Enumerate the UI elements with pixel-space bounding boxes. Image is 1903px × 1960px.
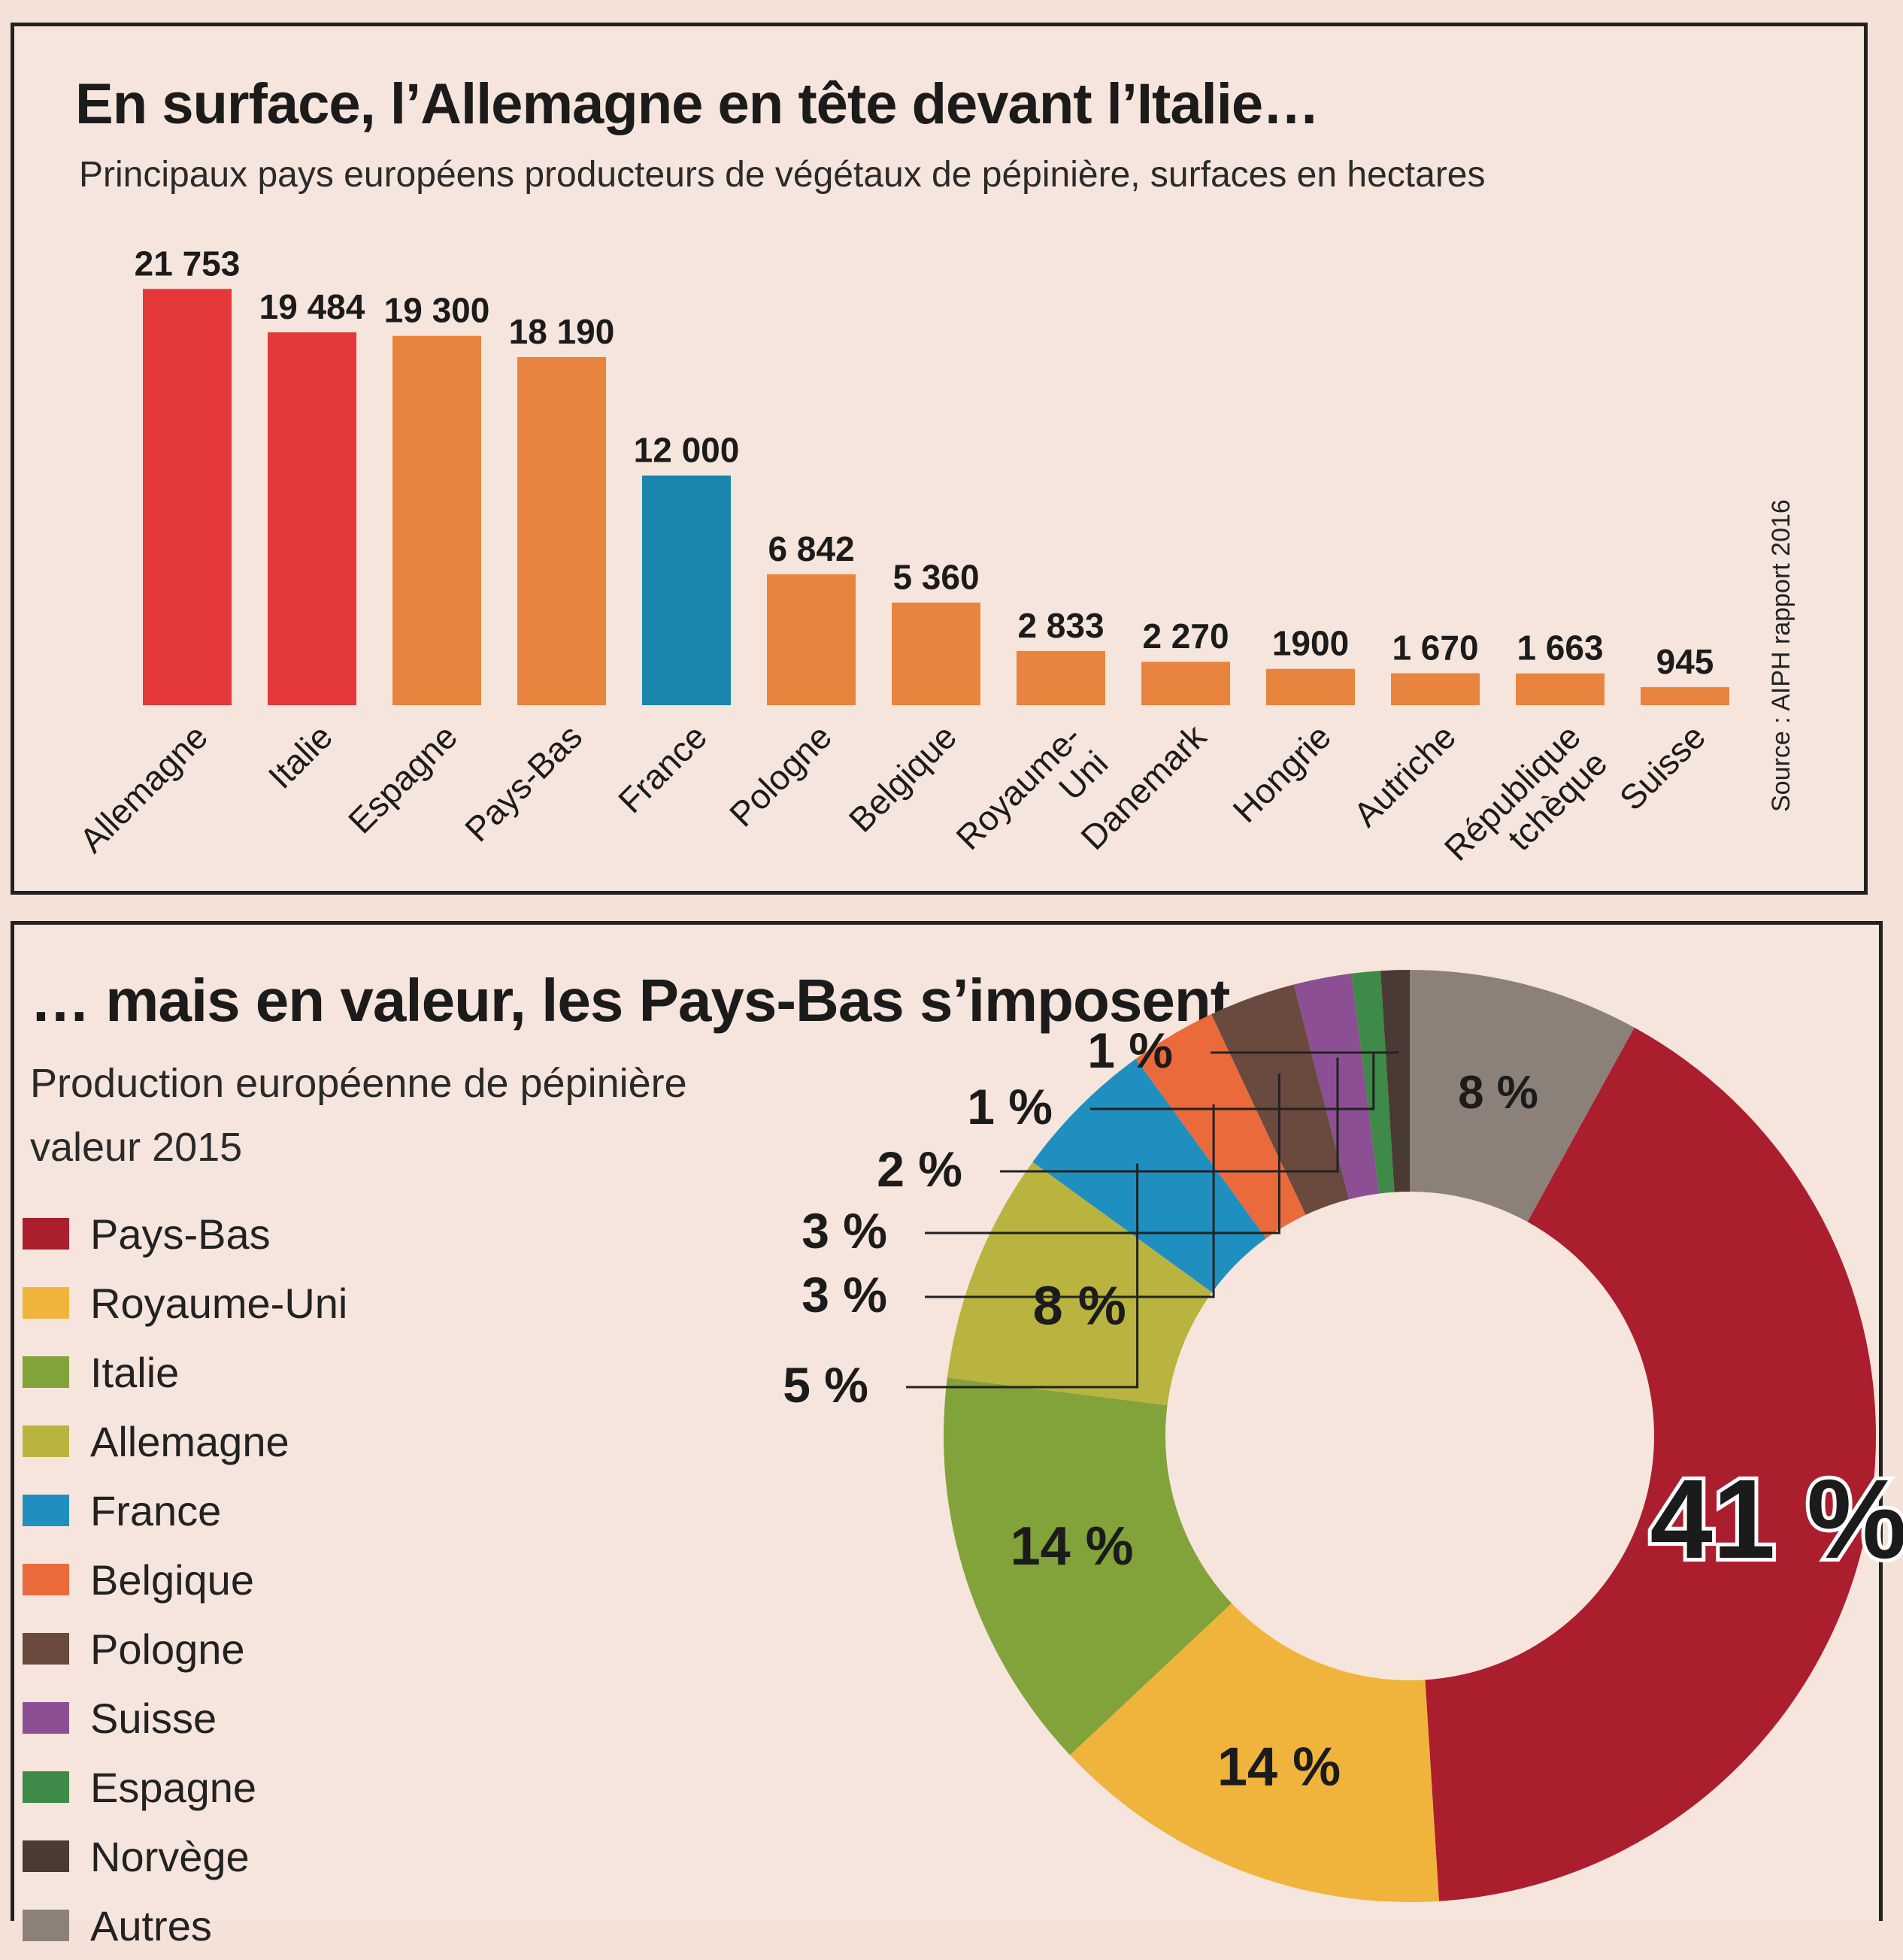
donut-slice-italie bbox=[944, 1377, 1232, 1756]
legend-swatch bbox=[23, 1495, 69, 1526]
legend-label: Italie bbox=[90, 1348, 180, 1396]
donut-value-label: 41 % bbox=[1650, 1456, 1903, 1582]
bar-pays-bas bbox=[517, 356, 606, 705]
bar-value-label: 12 000 bbox=[634, 431, 740, 470]
donut-slice-norvege bbox=[1380, 970, 1410, 1192]
legend-label: Belgique bbox=[90, 1556, 254, 1604]
donut-slice-royaume-uni bbox=[1070, 1603, 1439, 1902]
bar-value-label: 5 360 bbox=[892, 558, 979, 597]
leader-line bbox=[906, 1163, 1139, 1389]
donut-value-label: 8 % bbox=[1033, 1276, 1126, 1336]
legend-swatch bbox=[23, 1356, 69, 1388]
donut-slice-allemagne bbox=[947, 1162, 1213, 1406]
legend-swatch bbox=[23, 1702, 69, 1734]
legend-swatch bbox=[23, 1564, 69, 1595]
legend-item-belgique: Belgique bbox=[23, 1545, 347, 1614]
bar-france bbox=[642, 475, 731, 705]
legend-item-italie: Italie bbox=[23, 1337, 347, 1407]
bar-italie bbox=[268, 332, 356, 705]
bar-chart-subtitle: Principaux pays européens producteurs de… bbox=[79, 155, 1486, 195]
leader-line bbox=[925, 1073, 1280, 1234]
donut-value-label: 14 % bbox=[1217, 1737, 1341, 1798]
leader-line bbox=[1090, 1052, 1375, 1110]
legend-swatch bbox=[23, 1287, 69, 1319]
legend-label: Espagne bbox=[90, 1763, 257, 1811]
legend-item-espagne: Espagne bbox=[23, 1752, 347, 1822]
legend-label: Autres bbox=[90, 1901, 212, 1949]
bar-suisse bbox=[1641, 686, 1729, 705]
leader-line bbox=[1000, 1057, 1339, 1173]
bar-value-label: 2 270 bbox=[1142, 616, 1229, 656]
legend-swatch bbox=[23, 1910, 69, 1941]
donut-slice-belgique bbox=[1135, 1014, 1306, 1239]
bar-belgique bbox=[892, 602, 980, 705]
donut-chart: 41 %14 %14 %8 %8 %5 %3 %3 %2 %1 %1 % bbox=[783, 970, 1903, 1902]
donut-value-label: 3 % bbox=[802, 1267, 887, 1322]
bar-value-label: 945 bbox=[1656, 642, 1714, 681]
donut-chart-subtitle-line-1: Production européenne de pépinière bbox=[30, 1061, 687, 1106]
legend-swatch bbox=[23, 1218, 69, 1250]
legend-label: France bbox=[90, 1486, 222, 1534]
donut-value-label: 1 % bbox=[1087, 1022, 1173, 1078]
donut-value-label: 5 % bbox=[783, 1357, 868, 1413]
bar-value-label: 2 833 bbox=[1017, 606, 1104, 645]
legend-item-norvege: Norvège bbox=[23, 1822, 347, 1891]
legend-item-royaume-uni: Royaume-Uni bbox=[23, 1268, 347, 1337]
bar-royaume-uni bbox=[1017, 650, 1105, 705]
legend-swatch bbox=[23, 1425, 69, 1457]
bar-value-label: 19 300 bbox=[384, 291, 490, 330]
legend-item-france: France bbox=[23, 1476, 347, 1545]
legend-item-suisse: Suisse bbox=[23, 1683, 347, 1752]
legend-label: Pologne bbox=[90, 1625, 245, 1673]
bar-espagne bbox=[392, 335, 481, 705]
donut-value-label: 1 % bbox=[967, 1079, 1053, 1134]
donut-value-label: 2 % bbox=[877, 1141, 962, 1197]
bar-value-label: 1 670 bbox=[1392, 628, 1478, 667]
donut-value-label: 8 % bbox=[1458, 1067, 1538, 1119]
legend-item-pologne: Pologne bbox=[23, 1614, 347, 1683]
legend-item-pays-bas: Pays-Bas bbox=[23, 1199, 347, 1268]
bar-value-label: 19 484 bbox=[259, 287, 365, 326]
legend-label: Suisse bbox=[90, 1694, 217, 1742]
bar-value-label: 1 663 bbox=[1517, 629, 1603, 668]
legend-label: Royaume-Uni bbox=[90, 1279, 348, 1327]
bar-republique-tcheque bbox=[1516, 673, 1605, 705]
donut-value-label: 14 % bbox=[1011, 1516, 1134, 1577]
bar-value-label: 1900 bbox=[1272, 624, 1349, 663]
legend-item-allemagne: Allemagne bbox=[23, 1407, 347, 1476]
donut-slice-pays-bas bbox=[1425, 1027, 1877, 1901]
legend-label: Allemagne bbox=[90, 1417, 289, 1465]
bar-allemagne bbox=[143, 289, 232, 706]
bar-value-label: 21 753 bbox=[135, 244, 241, 283]
legend-swatch bbox=[23, 1633, 69, 1665]
donut-value-label: 3 % bbox=[802, 1203, 887, 1259]
donut-chart-subtitle-line-2: valeur 2015 bbox=[30, 1125, 243, 1170]
bar-pologne bbox=[767, 574, 856, 705]
legend-swatch bbox=[23, 1771, 69, 1803]
donut-slice-autres bbox=[1410, 970, 1635, 1222]
legend-swatch bbox=[23, 1840, 69, 1872]
bar-danemark bbox=[1141, 662, 1230, 705]
leader-line bbox=[1211, 1050, 1399, 1054]
bar-value-label: 6 842 bbox=[768, 529, 854, 568]
legend-label: Norvège bbox=[90, 1832, 250, 1880]
bar-chart-title: En surface, l’Allemagne en tête devant l… bbox=[75, 72, 1320, 136]
bar-value-label: 18 190 bbox=[509, 312, 615, 351]
bar-hongrie bbox=[1266, 668, 1355, 705]
leader-line bbox=[925, 1104, 1215, 1298]
bar-autriche bbox=[1391, 673, 1480, 705]
donut-chart-title: … mais en valeur, les Pays-Bas s’imposen… bbox=[30, 967, 1230, 1034]
legend-label: Pays-Bas bbox=[90, 1210, 271, 1258]
